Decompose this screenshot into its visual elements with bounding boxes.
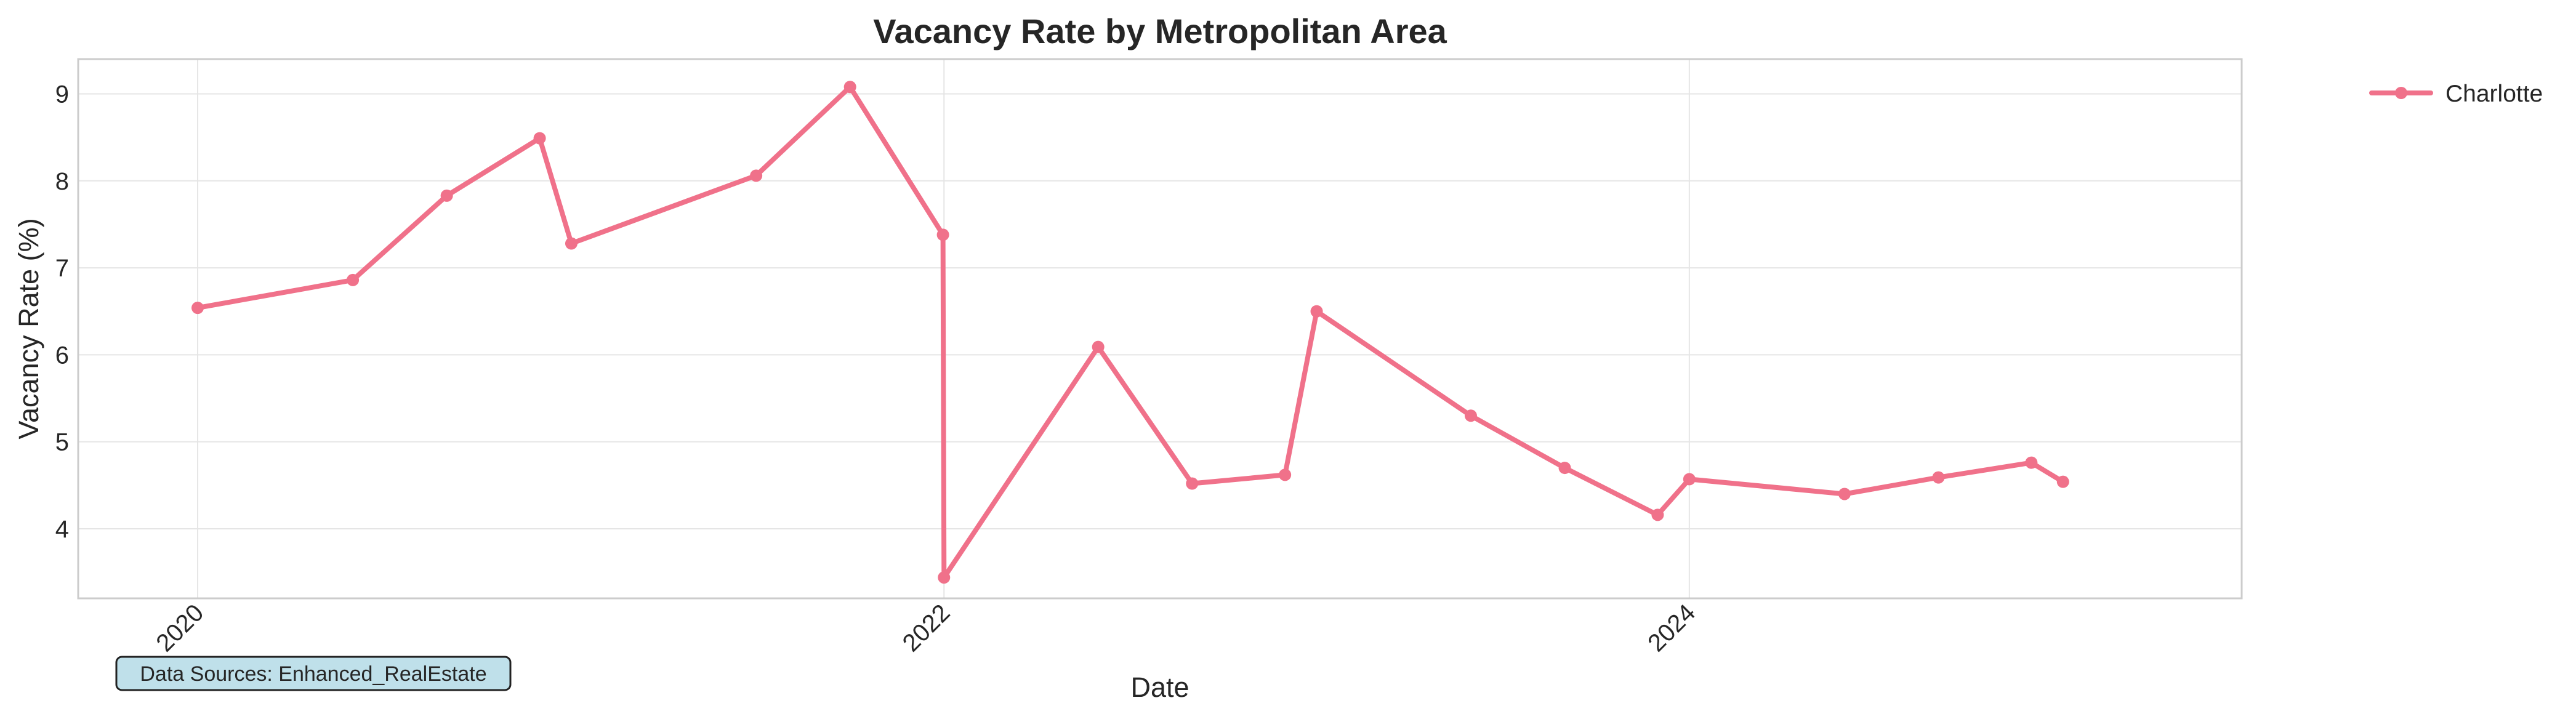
- chart-title: Vacancy Rate by Metropolitan Area: [873, 12, 1447, 50]
- x-tick-label-2024: 2024: [1643, 599, 1701, 657]
- data-point-2021-01-01: [565, 237, 578, 250]
- data-point-2022-12-01: [1279, 468, 1292, 481]
- data-point-2024-06-01: [1838, 488, 1851, 500]
- data-point-2021-10-01: [843, 81, 856, 94]
- data-point-2024-01-01: [1683, 473, 1696, 486]
- data-source-annotation: Data Sources: Enhanced_RealEstate: [115, 656, 512, 691]
- y-tick-label-4: 4: [55, 516, 69, 543]
- data-point-2021-07-01: [750, 169, 763, 182]
- data-point-2022-06-01: [1092, 340, 1105, 353]
- data-point-2023-12-01: [1651, 508, 1664, 521]
- y-tick-label-6: 6: [55, 342, 69, 369]
- plot-frame: [77, 58, 2243, 600]
- y-tick-label-5: 5: [55, 429, 69, 456]
- x-axis-label: Date: [1130, 672, 1189, 703]
- series-line-charlotte: [195, 84, 2066, 580]
- data-point-2020-12-01: [533, 132, 546, 145]
- series-points-charlotte: [191, 81, 2069, 584]
- data-source-text: Data Sources: Enhanced_RealEstate: [140, 662, 486, 686]
- data-point-2022-09-01: [1186, 477, 1199, 490]
- grid-lines: [78, 59, 2242, 598]
- data-point-2020-09-01: [440, 189, 453, 202]
- y-axis-ticks: 4 5 6 7 8 9: [55, 81, 69, 543]
- data-point-2020-01-01: [191, 302, 204, 315]
- y-tick-label-7: 7: [55, 255, 69, 282]
- data-source-box: [115, 656, 512, 691]
- data-point-2025-01-01: [2056, 475, 2069, 488]
- data-point-2024-09-01: [1932, 471, 1945, 484]
- data-point-2023-01-01: [1310, 305, 1323, 318]
- y-tick-label-9: 9: [55, 81, 69, 108]
- data-point-2023-06-01: [1464, 409, 1477, 422]
- x-axis-ticks: 2020 2022 2024: [151, 599, 1701, 657]
- data-point-2022-01-01: [938, 571, 951, 584]
- data-point-2024-12-01: [2025, 456, 2038, 469]
- legend-swatch-marker: [2395, 87, 2407, 99]
- data-point-2023-09-01: [1558, 462, 1571, 475]
- y-axis-label: Vacancy Rate (%): [13, 218, 44, 439]
- legend: Charlotte: [2369, 81, 2543, 107]
- data-point-2021-12-31: [936, 228, 949, 241]
- data-point-2020-06-01: [347, 273, 360, 286]
- x-tick-label-2020: 2020: [151, 599, 209, 657]
- y-tick-label-8: 8: [55, 168, 69, 195]
- x-tick-label-2022: 2022: [898, 599, 956, 657]
- legend-label-charlotte: Charlotte: [2445, 81, 2543, 107]
